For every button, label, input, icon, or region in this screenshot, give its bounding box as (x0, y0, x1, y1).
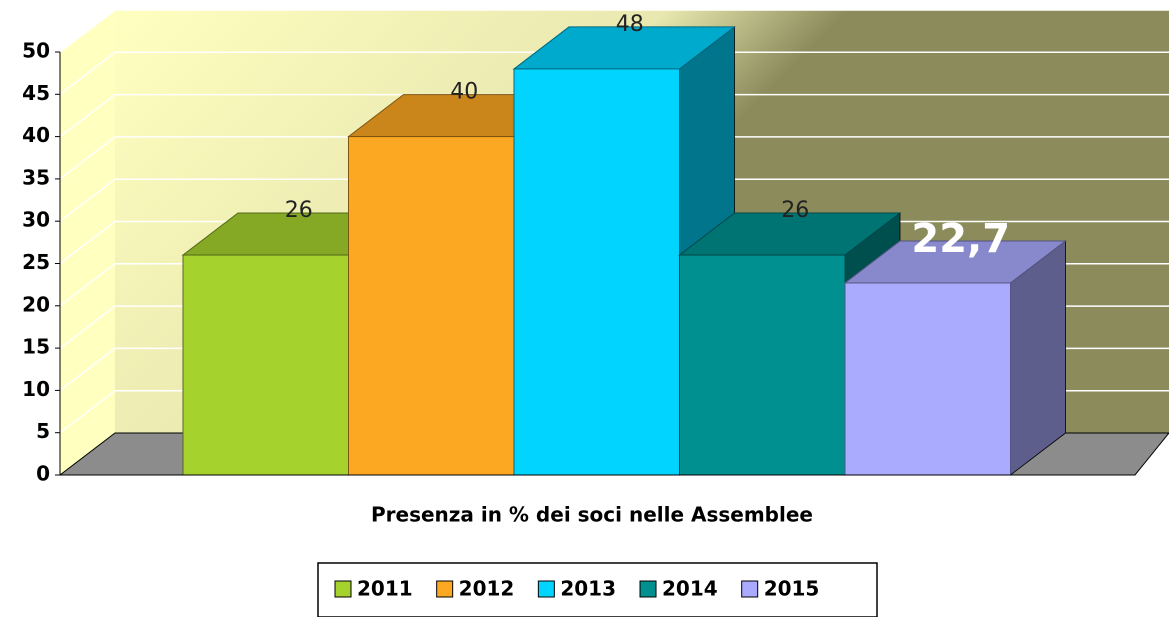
y-tick-label: 50 (22, 39, 50, 63)
legend-label: 2014 (662, 577, 718, 601)
grid-line (59, 93, 1169, 138)
bar-front (844, 282, 1011, 476)
bar-front (679, 254, 846, 476)
legend-label: 2013 (560, 577, 616, 601)
bar-front (348, 136, 515, 476)
data-label: 22,7 (911, 216, 1010, 262)
y-tick-label: 25 (22, 250, 50, 274)
y-tick-label: 35 (22, 165, 50, 189)
legend (317, 562, 878, 617)
data-label: 48 (616, 12, 644, 37)
data-label: 26 (285, 198, 313, 223)
y-tick-label: 15 (22, 335, 50, 359)
y-tick-label: 0 (36, 462, 50, 486)
grid-line (59, 9, 1169, 53)
bar-front (182, 254, 349, 476)
x-tick-label: Presenza in % dei soci nelle Assemblee (371, 503, 813, 527)
legend-label: 2011 (357, 577, 413, 601)
legend-label: 2015 (764, 577, 820, 601)
legend-swatch (334, 580, 352, 598)
grid-line (59, 136, 1169, 180)
grid-line (59, 51, 1169, 95)
grid-line (59, 178, 1169, 222)
data-label: 26 (781, 198, 809, 223)
y-tick-label: 45 (22, 81, 50, 105)
bar (843, 240, 1067, 476)
legend-swatch (639, 580, 657, 598)
y-tick-label: 30 (22, 208, 50, 232)
data-label: 40 (450, 80, 478, 105)
y-tick-label: 5 (36, 419, 50, 443)
legend-swatch (537, 580, 555, 598)
y-tick-label: 40 (22, 123, 50, 147)
legend-swatch (436, 580, 454, 598)
y-tick-label: 20 (22, 292, 50, 316)
y-tick-label: 10 (22, 377, 50, 401)
legend-label: 2012 (459, 577, 515, 601)
legend-swatch (741, 580, 759, 598)
bar-front (513, 68, 680, 476)
